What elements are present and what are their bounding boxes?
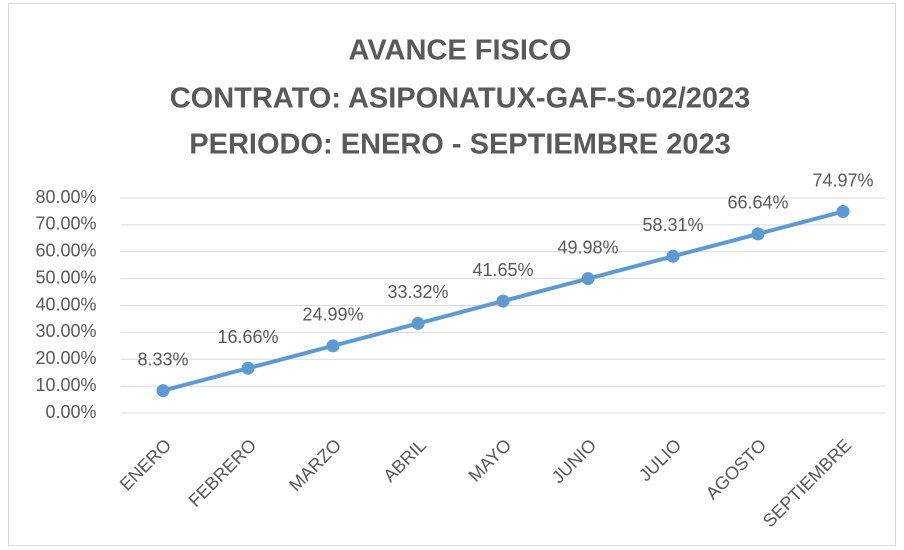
- data-point: [241, 361, 255, 375]
- y-tick-label: 20.00%: [35, 348, 96, 368]
- data-label: 41.65%: [472, 260, 533, 280]
- y-tick-label: 80.00%: [35, 187, 96, 207]
- chart-title: AVANCE FISICO: [349, 35, 572, 67]
- data-point: [666, 249, 680, 263]
- data-point: [496, 294, 510, 308]
- chart-title: CONTRATO: ASIPONATUX-GAF-S-02/2023: [170, 83, 751, 115]
- y-tick-label: 30.00%: [35, 321, 96, 341]
- data-point: [836, 205, 850, 219]
- data-label: 8.33%: [137, 349, 188, 369]
- data-label: 66.64%: [727, 193, 788, 213]
- data-label: 74.97%: [812, 170, 873, 190]
- data-label: 33.32%: [387, 282, 448, 302]
- data-label: 16.66%: [217, 327, 278, 347]
- data-point: [326, 339, 340, 353]
- y-tick-label: 10.00%: [35, 375, 96, 395]
- chart-border: [8, 3, 896, 546]
- data-point: [751, 227, 765, 241]
- y-tick-label: 60.00%: [35, 241, 96, 261]
- chart-title: PERIODO: ENERO - SEPTIEMBRE 2023: [189, 129, 730, 161]
- data-point: [581, 272, 595, 286]
- data-label: 49.98%: [557, 237, 618, 257]
- y-tick-label: 50.00%: [35, 267, 96, 287]
- data-label: 58.31%: [642, 215, 703, 235]
- data-point: [411, 316, 425, 330]
- data-point: [156, 384, 170, 398]
- y-tick-label: 40.00%: [35, 294, 96, 314]
- data-label: 24.99%: [302, 305, 363, 325]
- y-tick-label: 0.00%: [45, 402, 96, 422]
- y-tick-label: 70.00%: [35, 214, 96, 234]
